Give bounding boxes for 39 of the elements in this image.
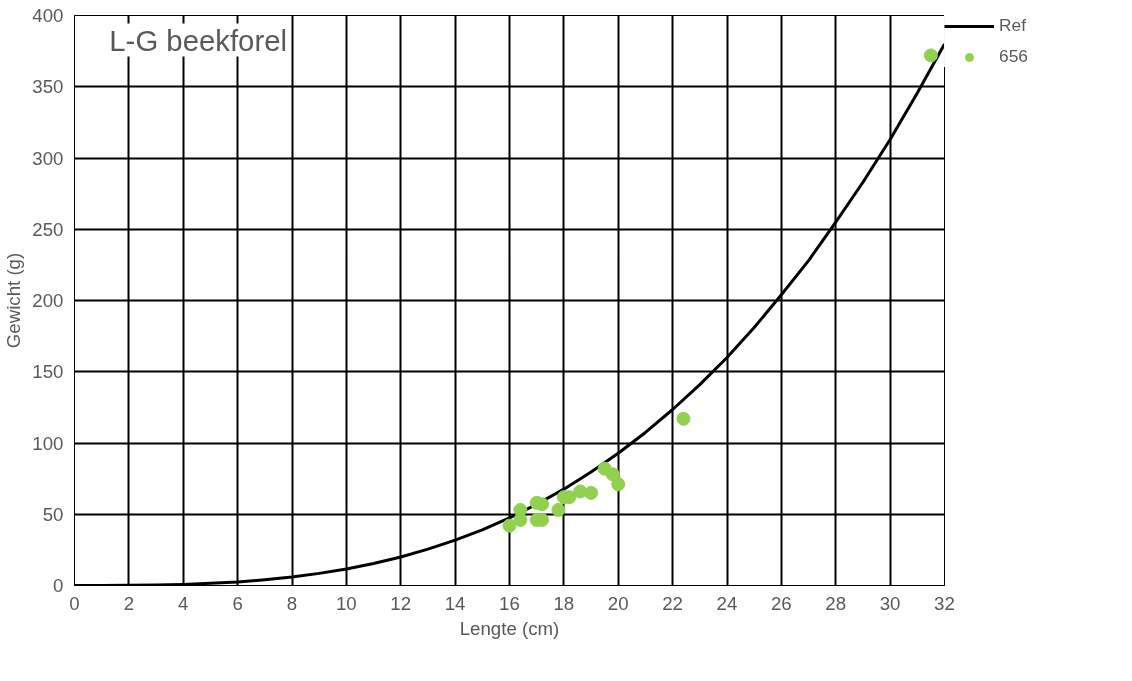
chart-title: L-G beekforel [109, 23, 287, 57]
x-tick-label: 32 [934, 592, 955, 614]
x-axis-title: Lengte (cm) [459, 617, 560, 639]
y-tick-label: 250 [32, 218, 64, 240]
point [923, 48, 938, 63]
x-tick-label: 24 [716, 592, 738, 614]
y-tick-label: 0 [53, 575, 64, 596]
x-tick-label: 14 [444, 592, 466, 614]
x-tick-label: 2 [123, 592, 135, 614]
x-tick-label: 20 [607, 592, 629, 614]
x-tick-label: 10 [336, 592, 357, 614]
y-tick-label: 300 [32, 147, 64, 169]
x-tick-label: 6 [232, 592, 243, 614]
point [551, 502, 566, 517]
x-tick-label: 8 [286, 592, 298, 614]
y-tick-label: 100 [32, 432, 64, 454]
y-tick-label: 350 [32, 76, 64, 98]
point [676, 411, 691, 426]
x-tick-label: 4 [178, 592, 189, 614]
x-tick-label: 28 [825, 592, 847, 614]
x-tick-label: 18 [553, 592, 575, 614]
legend-label: Ref [999, 15, 1026, 36]
y-tick-label: 150 [32, 361, 64, 383]
point [535, 497, 550, 512]
y-tick-label: 50 [42, 503, 64, 525]
legend-label: 656 [999, 46, 1028, 67]
x-tick-label: 22 [662, 592, 684, 614]
x-tick-label: 12 [390, 592, 412, 614]
y-tick-label: 200 [32, 290, 64, 311]
y-axis-title: Gewicht (g) [3, 252, 25, 349]
point [584, 485, 599, 500]
x-tick-label: 26 [771, 592, 792, 614]
point [605, 467, 620, 482]
y-tick-label: 400 [32, 5, 64, 26]
point [502, 518, 517, 533]
point [611, 477, 626, 492]
x-tick-label: 16 [499, 592, 520, 614]
x-tick-label: 30 [879, 592, 901, 614]
x-tick-label: 0 [69, 592, 80, 614]
